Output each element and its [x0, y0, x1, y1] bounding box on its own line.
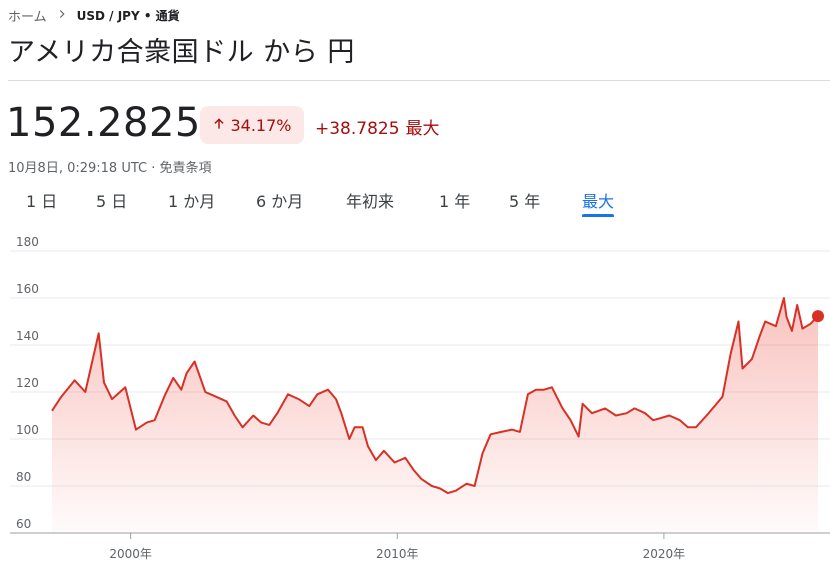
tab-5d[interactable]: 5 日 [96, 192, 128, 211]
y-tick-label: 120 [16, 376, 39, 390]
y-tick-label: 160 [16, 282, 39, 296]
x-tick-label: 2010年 [376, 547, 419, 561]
tab-1m[interactable]: 1 か月 [168, 192, 216, 211]
price-chart[interactable]: 180 160 140 120 100 80 60 2000年 2010年 2020年 [0, 230, 830, 579]
change-percent: 34.17% [230, 115, 292, 135]
price-timestamp: 10月8日, 0:29:18 UTC · 免責条項 [8, 161, 212, 176]
y-tick-label: 140 [16, 329, 39, 343]
y-tick-label: 100 [16, 423, 39, 437]
tab-max[interactable]: 最大 [582, 188, 615, 217]
breadcrumb: ホーム USD / JPY • 通貨 [8, 6, 180, 25]
change-percent-badge: 34.17% [200, 106, 304, 144]
current-price: 152.2825 [6, 100, 201, 146]
y-tick-label: 180 [16, 235, 39, 249]
page-title: アメリカ合衆国ドル から 円 [8, 37, 355, 68]
arrow-up-icon [212, 116, 226, 135]
chevron-right-icon [55, 7, 69, 25]
y-tick-label: 80 [16, 470, 31, 484]
price-line [51, 297, 819, 495]
breadcrumb-current: USD / JPY • 通貨 [76, 9, 180, 23]
y-tick-label: 60 [16, 517, 31, 531]
tab-ytd[interactable]: 年初来 [346, 192, 395, 211]
change-absolute-row: +38.7825 最大 [315, 114, 440, 139]
current-price-marker [812, 310, 824, 323]
x-tick-label: 2020年 [643, 547, 686, 561]
change-period: 最大 [405, 119, 440, 139]
tab-1y[interactable]: 1 年 [439, 192, 471, 211]
header-divider [8, 80, 830, 81]
change-absolute: +38.7825 [315, 119, 400, 139]
tab-5y[interactable]: 5 年 [509, 192, 541, 211]
price-area [52, 298, 818, 533]
tab-6m[interactable]: 6 か月 [256, 192, 304, 211]
breadcrumb-home-link[interactable]: ホーム [8, 10, 47, 25]
tab-1d[interactable]: 1 日 [26, 192, 58, 211]
x-tick-label: 2000年 [109, 547, 152, 561]
